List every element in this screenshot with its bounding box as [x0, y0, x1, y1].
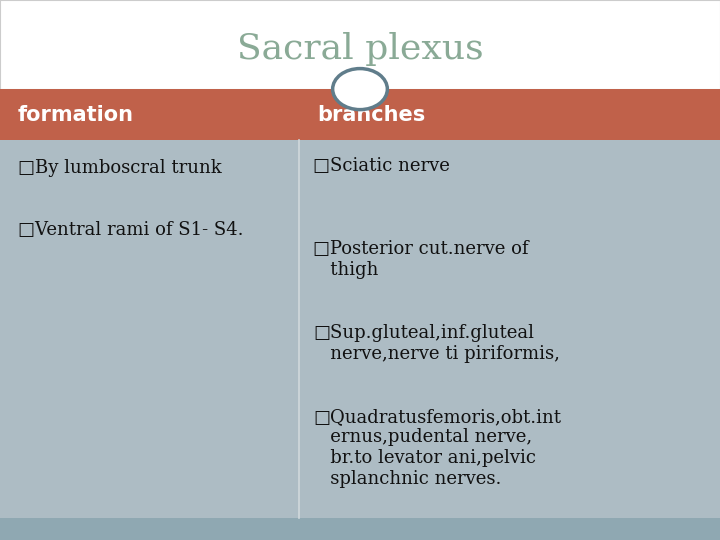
FancyBboxPatch shape — [0, 518, 720, 540]
Text: □Quadratusfemoris,obt.int
   ernus,pudental nerve,
   br.to levator ani,pelvic
 : □Quadratusfemoris,obt.int ernus,pudental… — [313, 408, 561, 488]
FancyBboxPatch shape — [0, 89, 720, 140]
Circle shape — [333, 69, 387, 110]
Text: □By lumboscral trunk: □By lumboscral trunk — [18, 159, 222, 177]
Text: □Sup.gluteal,inf.gluteal
   nerve,nerve ti piriformis,: □Sup.gluteal,inf.gluteal nerve,nerve ti … — [313, 324, 560, 363]
FancyBboxPatch shape — [0, 140, 720, 518]
Text: □Sciatic nerve: □Sciatic nerve — [313, 157, 450, 174]
Text: Sacral plexus: Sacral plexus — [237, 32, 483, 66]
Text: branches: branches — [317, 105, 425, 125]
FancyBboxPatch shape — [0, 0, 720, 89]
Text: formation: formation — [18, 105, 134, 125]
Text: □Ventral rami of S1- S4.: □Ventral rami of S1- S4. — [18, 221, 243, 239]
Text: □Posterior cut.nerve of
   thigh: □Posterior cut.nerve of thigh — [313, 240, 528, 279]
